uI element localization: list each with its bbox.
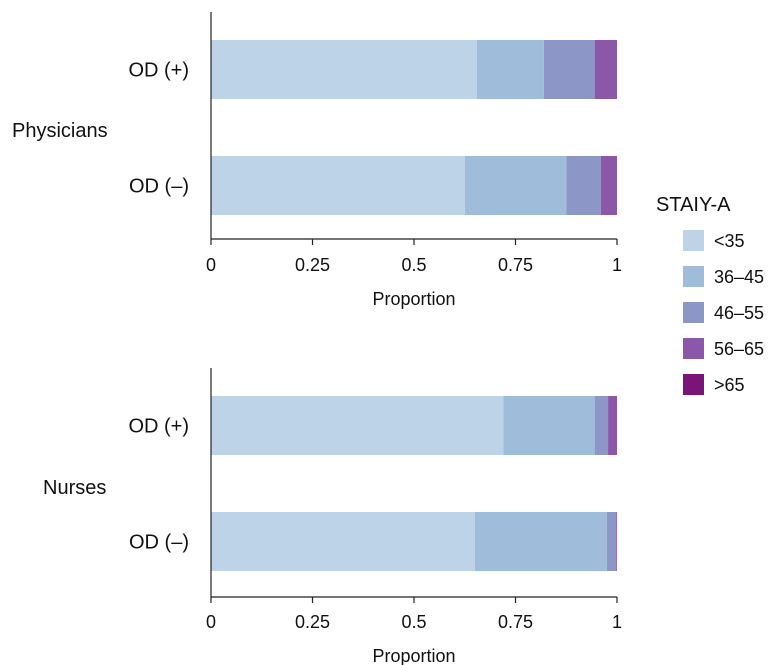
x-tick-label-physicians-3: 0.75 [498,255,533,275]
legend-label-4: >65 [714,375,745,395]
legend-label-0: <35 [714,231,745,251]
bar-physicians-0-series-0 [211,40,477,99]
group-label-physicians: Physicians [12,120,108,142]
bar-physicians-1-series-1 [464,156,567,215]
category-label-physicians-1: OD (–) [129,176,189,198]
bar-nurses-0-series-1 [503,396,595,455]
bar-physicians-1-series-2 [566,156,601,215]
x-axis-title-physicians: Proportion [372,289,455,309]
bar-nurses-0-series-3 [608,396,617,455]
legend-label-3: 56–65 [714,339,764,359]
x-tick-label-physicians-1: 0.25 [295,255,330,275]
legend-swatch-4 [683,374,704,395]
x-tick-label-nurses-3: 0.75 [498,612,533,632]
bar-nurses-1-series-2 [606,512,617,571]
x-tick-label-nurses-0: 0 [206,612,216,632]
category-label-nurses-1: OD (–) [129,532,189,554]
bar-nurses-1-series-0 [211,512,475,571]
category-label-nurses-0: OD (+) [128,416,189,438]
x-tick-label-physicians-0: 0 [206,255,216,275]
legend-swatch-0 [683,230,704,251]
legend-swatch-2 [683,302,704,323]
bar-physicians-0-series-1 [476,40,544,99]
bar-physicians-0-series-2 [543,40,595,99]
legend-swatch-3 [683,338,704,359]
bar-nurses-0-series-0 [211,396,504,455]
legend-label-1: 36–45 [714,267,764,287]
x-tick-label-nurses-4: 1 [612,612,622,632]
bar-nurses-1-series-1 [474,512,607,571]
x-tick-label-physicians-2: 0.5 [401,255,426,275]
x-tick-label-nurses-1: 0.25 [295,612,330,632]
bar-physicians-1-series-0 [211,156,465,215]
x-axis-title-nurses: Proportion [372,646,455,665]
bar-nurses-1-series-3 [616,512,617,571]
x-tick-label-physicians-4: 1 [612,255,622,275]
legend-title: STAIY-A [656,194,731,216]
category-label-physicians-0: OD (+) [128,60,189,82]
bar-physicians-0-series-3 [594,40,617,99]
legend-swatch-1 [683,266,704,287]
bar-physicians-1-series-3 [600,156,617,215]
x-tick-label-nurses-2: 0.5 [401,612,426,632]
bar-nurses-0-series-2 [594,396,609,455]
group-label-nurses: Nurses [43,477,106,499]
legend-label-2: 46–55 [714,303,764,323]
